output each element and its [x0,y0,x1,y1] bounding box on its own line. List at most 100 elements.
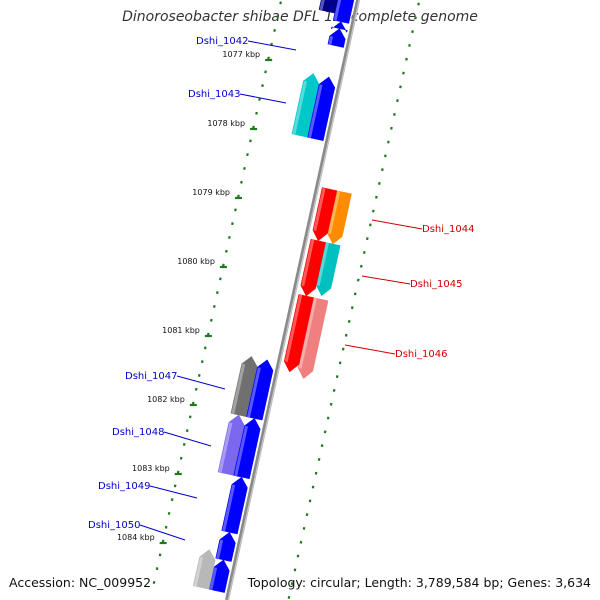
scale-dot [384,154,387,158]
scale-dot [215,291,219,295]
gene-shading [333,0,342,21]
gene-arrow [221,476,248,535]
gene-arrow [327,28,346,48]
scale-dot [255,111,258,115]
scale-dot [276,15,279,19]
gene-shading [301,239,315,287]
gene-shading [218,422,233,473]
scale-dot [326,416,330,420]
gene-shading [234,425,248,477]
scale-dot [206,332,210,336]
gene-shading [313,187,326,231]
scale-dot [182,442,186,446]
scale-dot [305,513,309,517]
gene-label: Dshi_1043 [188,89,240,100]
scale-dot [197,373,201,377]
gene-arrow [230,356,258,417]
scale-dot [368,223,372,227]
scale-dot [381,168,384,172]
gene-label-leader [239,93,287,104]
scale-dot [338,361,342,365]
scale-dot [296,554,300,558]
gene-shading [316,242,329,286]
gene-arrow [330,21,348,34]
scale-dot [399,85,402,89]
gene-arrow [300,238,326,297]
scale-dot [188,415,192,419]
scale-dot [179,456,183,460]
scale-dot [350,306,354,310]
kbp-tick-label: 1077 kbp [222,50,260,59]
scale-dot [353,292,357,296]
scale-dot [374,195,378,199]
scale-dot [311,485,315,489]
gene-shading [193,556,203,587]
scale-dot [390,126,393,130]
scale-dot [219,277,222,281]
scale-dot [371,209,375,213]
scale-dot [152,580,156,584]
scale-dot [405,57,408,61]
scale-dot [252,125,255,129]
scale-dot [329,402,333,406]
gene-label: Dshi_1045 [410,279,462,290]
kbp-tick-label: 1079 kbp [192,188,230,197]
gene-shading [298,297,317,369]
gene-label-leader [344,344,396,355]
gene-label-leader [361,275,411,285]
gene-arrow [312,187,338,242]
scale-dot [287,595,291,599]
gene-label-leader [149,485,198,499]
scale-dot [414,16,417,20]
gene-shading [292,80,307,135]
scale-dot [302,526,306,530]
scale-dot [176,470,180,474]
gene-arrow [318,0,338,14]
gene-shading [216,539,224,559]
gene-arrow [332,0,355,24]
gene-shading [308,84,323,139]
scale-dot [299,540,303,544]
gene-label-leader [371,219,423,230]
gene-arrow [215,531,236,562]
scale-dot [344,333,348,337]
gene-arrow [217,414,245,476]
scale-dot [185,429,189,433]
accession-label: Accession: NC_009952 [9,575,152,590]
gene-label: Dshi_1042 [196,36,248,47]
scale-dot [261,84,264,88]
scale-dot [200,360,204,364]
scale-dot [362,250,366,254]
gene-shading [319,0,325,11]
gene-label-leader [176,375,226,390]
scale-dot [341,347,345,351]
gene-label: Dshi_1049 [98,481,150,492]
gene-shading [222,484,236,532]
scale-dot [158,553,162,557]
scale-dot [194,387,198,391]
scale-dot [320,444,324,448]
scale-dot [167,511,171,515]
scale-dot [170,498,174,502]
gene-shading [284,294,303,363]
scale-dot [359,264,363,268]
scale-dot [264,70,267,74]
scale-dot [240,180,243,184]
gene-shading [327,190,341,235]
gene-arrow [233,418,261,480]
gene-shading [231,363,246,415]
scale-dot [402,71,405,75]
gene-arrow [192,549,216,590]
scale-dot [231,222,234,226]
gene-label-leader [247,40,297,51]
kbp-tick-label: 1083 kbp [132,464,170,473]
scale-dot [258,97,261,101]
scale-dot [222,263,225,267]
gene-label: Dshi_1044 [422,224,474,235]
gene-arrow [307,76,336,141]
scale-dot [234,208,237,212]
scale-dot [365,237,369,241]
genome-backbone [225,0,360,600]
scale-dot [411,30,414,34]
